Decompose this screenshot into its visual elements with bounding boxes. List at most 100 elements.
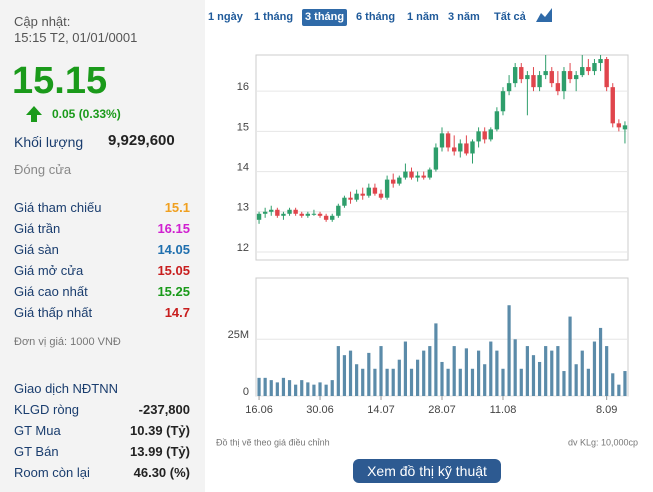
range-tab[interactable]: Tất cả bbox=[494, 11, 526, 23]
range-tab[interactable]: 3 năm bbox=[448, 11, 480, 23]
candle-body bbox=[525, 75, 530, 80]
volume-bar bbox=[422, 350, 426, 396]
candle-body bbox=[354, 193, 359, 200]
range-tab[interactable]: 1 ngày bbox=[208, 11, 243, 23]
candle-body bbox=[256, 213, 262, 220]
volume-bar bbox=[501, 368, 505, 396]
y-tick-label: 25M bbox=[228, 329, 249, 341]
note-left: Đồ thị vẽ theo giá điều chỉnh bbox=[216, 437, 330, 447]
volume-bar bbox=[611, 373, 615, 396]
price: 15.15 bbox=[12, 60, 108, 102]
volume-bar bbox=[440, 361, 444, 396]
candle-body bbox=[543, 71, 548, 76]
price-change: 0.05 (0.33%) bbox=[52, 107, 121, 121]
candle-body bbox=[421, 175, 426, 178]
volume-bar bbox=[464, 348, 468, 396]
stat-row: Giá tham chiếu 15.1 bbox=[14, 200, 190, 220]
volume-bar bbox=[355, 364, 359, 396]
candle-body bbox=[622, 125, 628, 130]
volume-bar bbox=[623, 371, 627, 396]
volume-bar bbox=[275, 382, 279, 396]
volume-bar bbox=[318, 382, 322, 396]
range-tab[interactable]: 3 tháng bbox=[302, 9, 348, 26]
candle-body bbox=[512, 67, 518, 84]
candle-body bbox=[586, 67, 591, 72]
x-tick-label: 11.08 bbox=[490, 404, 517, 416]
volume-bar bbox=[348, 350, 353, 396]
candle-body bbox=[482, 131, 487, 140]
volume: 9,929,600 bbox=[108, 132, 175, 149]
tech-chart-button[interactable]: Xem đồ thị kỹ thuật bbox=[353, 459, 501, 483]
volume-bar bbox=[513, 339, 517, 396]
volume-bar bbox=[507, 305, 511, 396]
stat-label: Giá mở cửa bbox=[14, 263, 84, 278]
volume-bar bbox=[537, 361, 542, 396]
candle-body bbox=[293, 209, 298, 214]
candle-body bbox=[531, 75, 536, 88]
volume-bar bbox=[605, 346, 609, 396]
candle-body bbox=[506, 83, 512, 92]
y-tick-label: 16 bbox=[237, 81, 249, 93]
foreign-row: GT Bán 13.99 (Tỷ) bbox=[14, 444, 190, 464]
stat-value: 15.1 bbox=[164, 200, 190, 215]
volume-bar bbox=[312, 384, 316, 396]
candle-body bbox=[323, 215, 329, 220]
candle-body bbox=[403, 171, 408, 178]
candle-body bbox=[397, 177, 402, 184]
stat-label: Giá thấp nhất bbox=[14, 305, 93, 320]
volume-bar bbox=[281, 377, 286, 396]
foreign-value: 46.30 (%) bbox=[133, 465, 190, 480]
volume-bar bbox=[446, 368, 450, 396]
volume-bar bbox=[574, 364, 578, 396]
stat-label: Giá tham chiếu bbox=[14, 200, 102, 215]
stat-value: 14.05 bbox=[157, 242, 190, 257]
candle-body bbox=[372, 187, 378, 194]
volume-bar bbox=[580, 350, 584, 396]
volume-bar bbox=[489, 341, 493, 396]
volume-bar bbox=[263, 377, 267, 396]
stat-row: Giá cao nhất 15.25 bbox=[14, 284, 190, 304]
volume-bar bbox=[409, 368, 414, 396]
candle-body bbox=[366, 187, 372, 196]
volume-bar bbox=[452, 346, 456, 396]
y-tick-label: 15 bbox=[237, 121, 249, 133]
updated-label: Cập nhật: bbox=[14, 14, 71, 29]
candle-body bbox=[494, 111, 500, 130]
range-tab[interactable]: 6 tháng bbox=[356, 11, 396, 23]
candle-body bbox=[519, 67, 524, 80]
volume-bar bbox=[391, 368, 395, 396]
candle-body bbox=[598, 59, 603, 64]
foreign-row: GT Mua 10.39 (Tỷ) bbox=[14, 423, 190, 443]
candle-body bbox=[451, 147, 457, 152]
volume-bar bbox=[306, 382, 310, 396]
up-arrow bbox=[26, 106, 42, 122]
range-tab[interactable]: 1 tháng bbox=[254, 11, 294, 23]
x-tick-label: 14.07 bbox=[367, 404, 395, 416]
range-tab[interactable]: 1 năm bbox=[407, 11, 439, 23]
volume-bar bbox=[403, 341, 408, 396]
candle-body bbox=[610, 87, 615, 124]
chart-icon[interactable] bbox=[536, 8, 552, 22]
candle-body bbox=[592, 63, 597, 72]
foreign-label: GT Mua bbox=[14, 423, 61, 438]
foreign-row: KLGD ròng -237,800 bbox=[14, 402, 190, 422]
stat-label: Giá trần bbox=[14, 221, 61, 236]
volume-bar bbox=[373, 368, 377, 396]
foreign-value: -237,800 bbox=[138, 402, 190, 417]
volume-bar bbox=[556, 346, 560, 396]
volume-bar bbox=[617, 384, 621, 396]
volume-label: Khối lượng bbox=[14, 134, 84, 150]
candle-body bbox=[445, 133, 451, 148]
volume-bar bbox=[592, 341, 597, 396]
candle-body bbox=[458, 143, 463, 152]
volume-bar bbox=[428, 346, 432, 396]
stat-label: Giá sàn bbox=[14, 242, 59, 257]
foreign-title: Giao dịch NĐTNN bbox=[14, 381, 119, 396]
volume-bar bbox=[476, 350, 481, 396]
volume-bar bbox=[367, 352, 371, 396]
stat-value: 14.7 bbox=[164, 305, 190, 320]
foreign-label: KLGD ròng bbox=[14, 402, 80, 417]
candle-body bbox=[537, 75, 542, 88]
volume-bar bbox=[336, 346, 340, 396]
